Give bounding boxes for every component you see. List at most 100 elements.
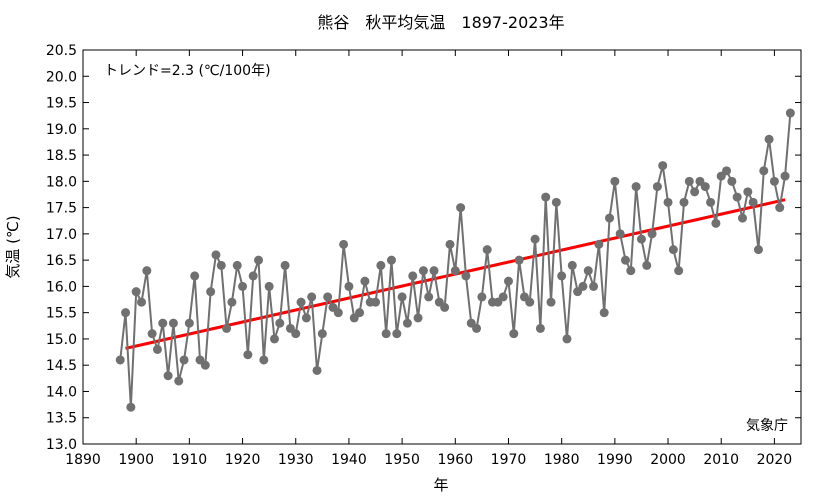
data-point (211, 250, 221, 260)
x-tick-label: 1980 (544, 452, 580, 468)
data-point (259, 355, 269, 365)
data-point (147, 329, 157, 339)
y-tick-label: 17.5 (46, 201, 77, 217)
y-tick-label: 19.5 (46, 96, 77, 112)
data-point (413, 313, 423, 323)
data-point (115, 355, 125, 365)
data-point (663, 197, 673, 207)
data-point (785, 108, 795, 118)
x-tick-label: 1950 (384, 452, 420, 468)
data-point (769, 176, 779, 186)
data-point (530, 234, 540, 244)
data-point (339, 239, 349, 249)
data-point (386, 255, 396, 265)
data-point (269, 334, 279, 344)
data-point (737, 213, 747, 223)
y-tick-label: 15.5 (46, 306, 77, 322)
x-tick-label: 1970 (491, 452, 527, 468)
data-point (711, 218, 721, 228)
data-point (291, 329, 301, 339)
y-tick-label: 17.0 (46, 227, 77, 243)
data-point (631, 182, 641, 192)
data-point (461, 271, 471, 281)
data-point (668, 245, 678, 255)
data-point (131, 287, 141, 297)
data-point (301, 313, 311, 323)
data-point (514, 255, 524, 265)
data-point (690, 187, 700, 197)
data-point (275, 318, 285, 328)
data-point (727, 176, 737, 186)
data-point (753, 245, 763, 255)
data-point (615, 229, 625, 239)
chart-title: 熊谷 秋平均気温 1897-2023年 (317, 13, 564, 32)
data-point (525, 297, 535, 307)
data-point (557, 271, 567, 281)
y-tick-label: 13.5 (46, 411, 77, 427)
data-point (503, 276, 513, 286)
data-point (381, 329, 391, 339)
data-point (158, 318, 168, 328)
data-point (355, 308, 365, 318)
data-point (541, 192, 551, 202)
data-point (317, 329, 327, 339)
data-point (126, 402, 136, 412)
data-point (206, 287, 216, 297)
data-point (168, 318, 178, 328)
y-tick-label: 20.5 (46, 43, 77, 59)
data-point (402, 318, 412, 328)
data-point (227, 297, 237, 307)
data-point (137, 297, 147, 307)
y-tick-label: 13.0 (46, 437, 77, 453)
y-tick-label: 14.0 (46, 384, 77, 400)
data-point (248, 271, 258, 281)
data-point (684, 176, 694, 186)
x-tick-label: 2020 (757, 452, 793, 468)
data-point (636, 234, 646, 244)
y-tick-label: 18.5 (46, 148, 77, 164)
data-point (333, 308, 343, 318)
x-tick-label: 2000 (650, 452, 686, 468)
data-point (589, 281, 599, 291)
data-point (610, 176, 620, 186)
data-point (647, 229, 657, 239)
data-point (243, 350, 253, 360)
data-point (780, 171, 790, 181)
data-point (700, 182, 710, 192)
y-ticks: 13.0 13.5 14.0 14.5 15.0 15.5 16.0 16.5 17.0 17.5… (46, 43, 801, 453)
data-point (440, 302, 450, 312)
x-ticks: 1890 1900 1910 1920 1930 1940 1950 1960 1970 1980… (65, 50, 792, 468)
data-point (674, 266, 684, 276)
series-points (115, 108, 795, 412)
data-point (498, 292, 508, 302)
x-axis-label: 年 (433, 476, 448, 494)
data-point (121, 308, 131, 318)
data-point (748, 197, 758, 207)
data-point (599, 308, 609, 318)
data-point (583, 266, 593, 276)
data-point (445, 239, 455, 249)
data-point (551, 197, 561, 207)
data-point (642, 260, 652, 270)
data-point (626, 266, 636, 276)
data-point (264, 281, 274, 291)
data-point (605, 213, 615, 223)
y-tick-label: 15.0 (46, 332, 77, 348)
data-point (706, 197, 716, 207)
data-point (408, 271, 418, 281)
data-point (578, 281, 588, 291)
y-tick-label: 18.0 (46, 174, 77, 190)
data-point (360, 276, 370, 286)
x-tick-label: 1900 (118, 452, 154, 468)
data-point (254, 255, 264, 265)
y-tick-label: 14.5 (46, 358, 77, 374)
data-point (472, 323, 482, 333)
x-tick-label: 1890 (65, 452, 101, 468)
data-point (658, 161, 668, 171)
data-point (764, 134, 774, 144)
data-point (477, 292, 487, 302)
data-point (280, 260, 290, 270)
data-point (482, 245, 492, 255)
data-point (397, 292, 407, 302)
